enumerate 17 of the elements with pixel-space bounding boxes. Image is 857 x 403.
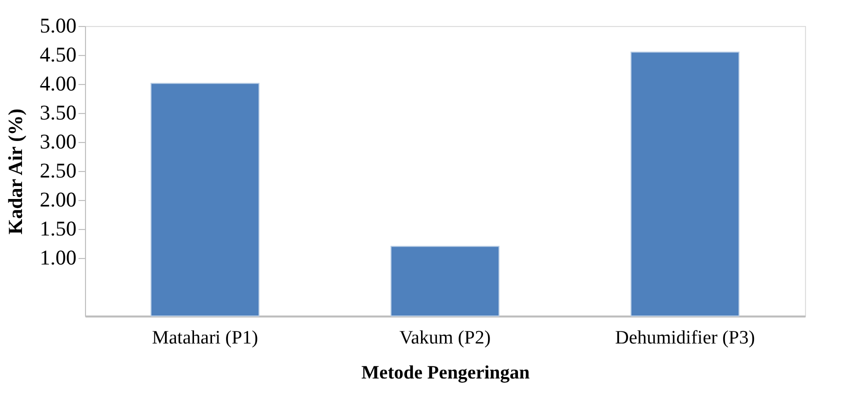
y-tick-label: 3.50 [40,100,76,124]
x-tick-label: Dehumidifier (P3) [615,328,755,348]
y-tick-label: 1.00 [40,246,76,270]
bar [390,246,500,316]
y-tick-label: 1.50 [40,216,76,240]
x-tick-label: Matahari (P1) [152,328,258,348]
y-tick-label: 2.50 [40,158,76,182]
x-tick-label: Vakum (P2) [399,328,491,348]
x-axis-title: Metode Pengeringan [361,362,530,384]
y-tick-label: 3.00 [40,130,76,154]
y-tick-label: 4.50 [40,42,76,66]
y-tick-label: 4.00 [40,72,76,96]
y-tick-label: 2.00 [40,188,76,212]
y-tick-label: 5.00 [40,14,76,38]
y-axis-title: Kadar Air (%) [4,108,27,234]
bar [150,82,260,316]
bar [630,52,740,316]
